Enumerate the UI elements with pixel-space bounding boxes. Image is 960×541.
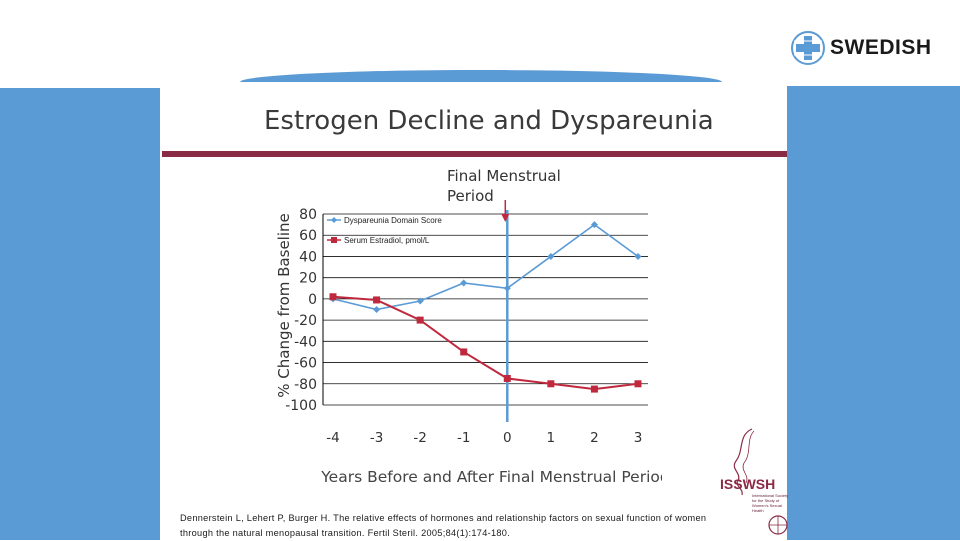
series-0-point-5 — [547, 252, 555, 260]
x-tick-labels: -4 -3 -2 -1 0 1 2 3 — [326, 430, 642, 446]
series-1-point-1 — [373, 296, 381, 304]
fmp-annotation-line2: Period — [447, 187, 494, 205]
right-blue-panel — [787, 86, 960, 540]
x-axis-label: Years Before and After Final Menstrual P… — [320, 468, 662, 486]
left-blue-panel — [0, 88, 160, 540]
series-1-point-6 — [590, 385, 598, 393]
y-tick-label-3: 20 — [299, 271, 317, 287]
chart-legend: Dyspareunia Domain Score Serum Estradiol… — [327, 216, 442, 245]
series-1-point-5 — [547, 380, 555, 388]
y-tick-labels: 80 60 40 20 0 -20 -40 -60 -80 -100 — [285, 207, 317, 414]
y-axis-label: % Change from Baseline — [275, 213, 293, 398]
y-tick-label-0: 80 — [299, 207, 317, 223]
citation-line1: Dennerstein L, Lehert P, Burger H. The r… — [180, 513, 707, 523]
x-tick-label-6: 2 — [590, 430, 599, 446]
citation: Dennerstein L, Lehert P, Burger H. The r… — [180, 511, 770, 541]
isswsh-figure-outline-icon — [742, 430, 755, 484]
x-tick-label-5: 1 — [547, 430, 556, 446]
y-tick-label-9: -100 — [285, 398, 317, 414]
isswsh-name: ISSWSH — [720, 476, 776, 492]
swedish-logo: SWEDISH — [790, 30, 932, 66]
series-0-point-4 — [503, 284, 511, 292]
legend-series2-marker-icon — [331, 237, 337, 243]
legend-series1-label: Dyspareunia Domain Score — [344, 216, 442, 225]
x-tick-label-2: -2 — [413, 430, 426, 446]
x-tick-label-4: 0 — [503, 430, 512, 446]
y-tick-label-5: -20 — [294, 313, 317, 329]
logo-text: SWEDISH — [830, 36, 932, 59]
y-tick-label-6: -40 — [294, 334, 317, 350]
series-0-point-2 — [416, 297, 424, 305]
top-blue-arc — [240, 70, 722, 82]
chart-series — [329, 221, 642, 393]
fmp-annotation-line1: Final Menstrual — [447, 167, 561, 185]
series-1-point-0 — [329, 293, 337, 301]
series-0-point-1 — [373, 306, 381, 313]
legend-series1-marker-icon — [331, 217, 337, 223]
y-tick-label-8: -80 — [294, 377, 317, 393]
series-1-point-7 — [634, 380, 642, 388]
series-1-point-3 — [460, 348, 468, 356]
isswsh-subtitle: International Society for the Study of W… — [752, 493, 789, 513]
x-tick-label-0: -4 — [326, 430, 339, 446]
x-tick-label-7: 3 — [634, 430, 643, 446]
series-1-point-4 — [503, 374, 511, 382]
series-0-point-6 — [590, 221, 598, 229]
y-tick-label-4: 0 — [308, 292, 317, 308]
line-chart: 80 60 40 20 0 -20 -40 -60 -80 -100 -4 -3 -2 -1 0 1 2 3 %… — [275, 167, 662, 486]
swedish-cross-icon — [791, 31, 825, 65]
y-tick-label-2: 40 — [299, 249, 317, 265]
isswsh-figure-icon — [733, 428, 753, 496]
series-1-point-2 — [416, 316, 424, 324]
chart-gridlines — [323, 213, 648, 406]
y-tick-label-1: 60 — [299, 228, 317, 244]
series-0-point-7 — [634, 252, 642, 260]
x-tick-label-1: -3 — [370, 430, 383, 446]
y-tick-label-7: -60 — [294, 356, 317, 372]
title-rule — [162, 151, 787, 157]
x-tick-label-3: -1 — [457, 430, 470, 446]
citation-line2: through the natural menopausal transitio… — [180, 528, 511, 538]
series-0-line — [332, 223, 639, 311]
isswsh-logo — [733, 428, 788, 535]
legend-series2-label: Serum Estradiol, pmol/L — [344, 236, 430, 245]
series-0-point-3 — [460, 279, 468, 287]
series-1-line — [332, 295, 639, 391]
slide-title: Estrogen Decline and Dyspareunia — [264, 106, 714, 136]
fmp-arrow-head-icon — [501, 214, 510, 222]
